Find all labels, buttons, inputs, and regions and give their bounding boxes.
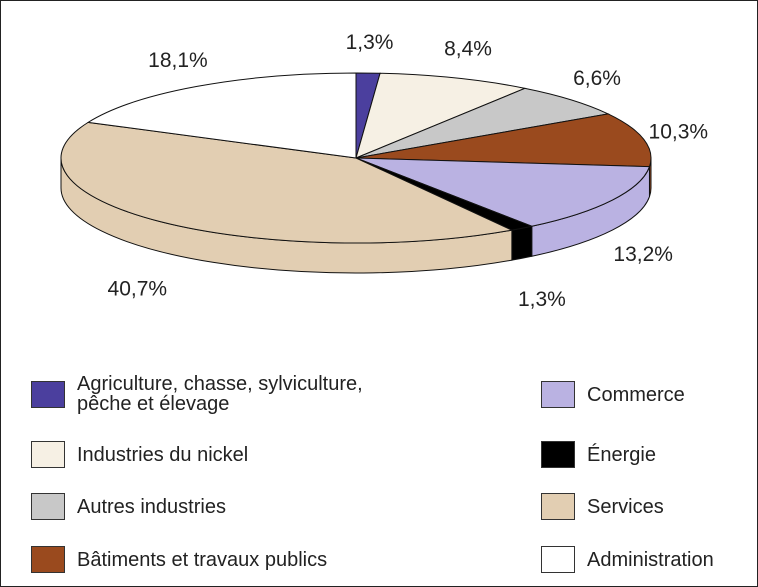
legend-label: Services xyxy=(587,495,664,518)
legend-item: Commerce xyxy=(541,381,685,408)
value-label: 10,3% xyxy=(649,120,709,143)
value-label: 6,6% xyxy=(573,67,621,90)
value-label: 1,3% xyxy=(518,288,566,311)
legend-label: Énergie xyxy=(587,443,656,466)
legend-swatch xyxy=(541,493,575,520)
value-label: 1,3% xyxy=(346,31,394,54)
legend-swatch xyxy=(541,546,575,573)
legend-item: Industries du nickel xyxy=(31,441,248,468)
slice xyxy=(355,87,610,159)
legend-swatch xyxy=(541,441,575,468)
legend-label: Agriculture, chasse, sylviculture, pêche… xyxy=(77,373,363,415)
legend-swatch xyxy=(541,381,575,408)
legend-item: Services xyxy=(541,493,664,520)
slice xyxy=(355,113,652,168)
legend-label: Autres industries xyxy=(77,495,226,518)
legend-label: Industries du nickel xyxy=(77,443,249,466)
legend-item: Autres industries xyxy=(31,493,226,520)
slice xyxy=(60,121,514,244)
legend-swatch xyxy=(31,546,65,573)
value-label: 40,7% xyxy=(108,277,168,300)
legend-label: Commerce xyxy=(587,383,685,406)
slice xyxy=(355,72,527,159)
value-label: 8,4% xyxy=(444,38,492,61)
legend-label: Bâtiments et travaux publics xyxy=(77,548,328,571)
legend-swatch xyxy=(31,493,65,520)
slice xyxy=(86,72,357,159)
slice xyxy=(355,157,651,227)
legend-item: Agriculture, chasse, sylviculture, pêche… xyxy=(31,374,377,414)
value-label: 13,2% xyxy=(613,243,673,266)
legend-swatch xyxy=(31,380,65,408)
legend-swatch xyxy=(31,441,65,468)
legend-item: Énergie xyxy=(541,441,656,468)
slice-side xyxy=(511,225,533,261)
legend-label: Administration xyxy=(587,548,714,571)
legend-item: Bâtiments et travaux publics xyxy=(31,546,327,573)
value-label: 18,1% xyxy=(148,49,208,72)
legend-item: Administration xyxy=(541,546,714,573)
